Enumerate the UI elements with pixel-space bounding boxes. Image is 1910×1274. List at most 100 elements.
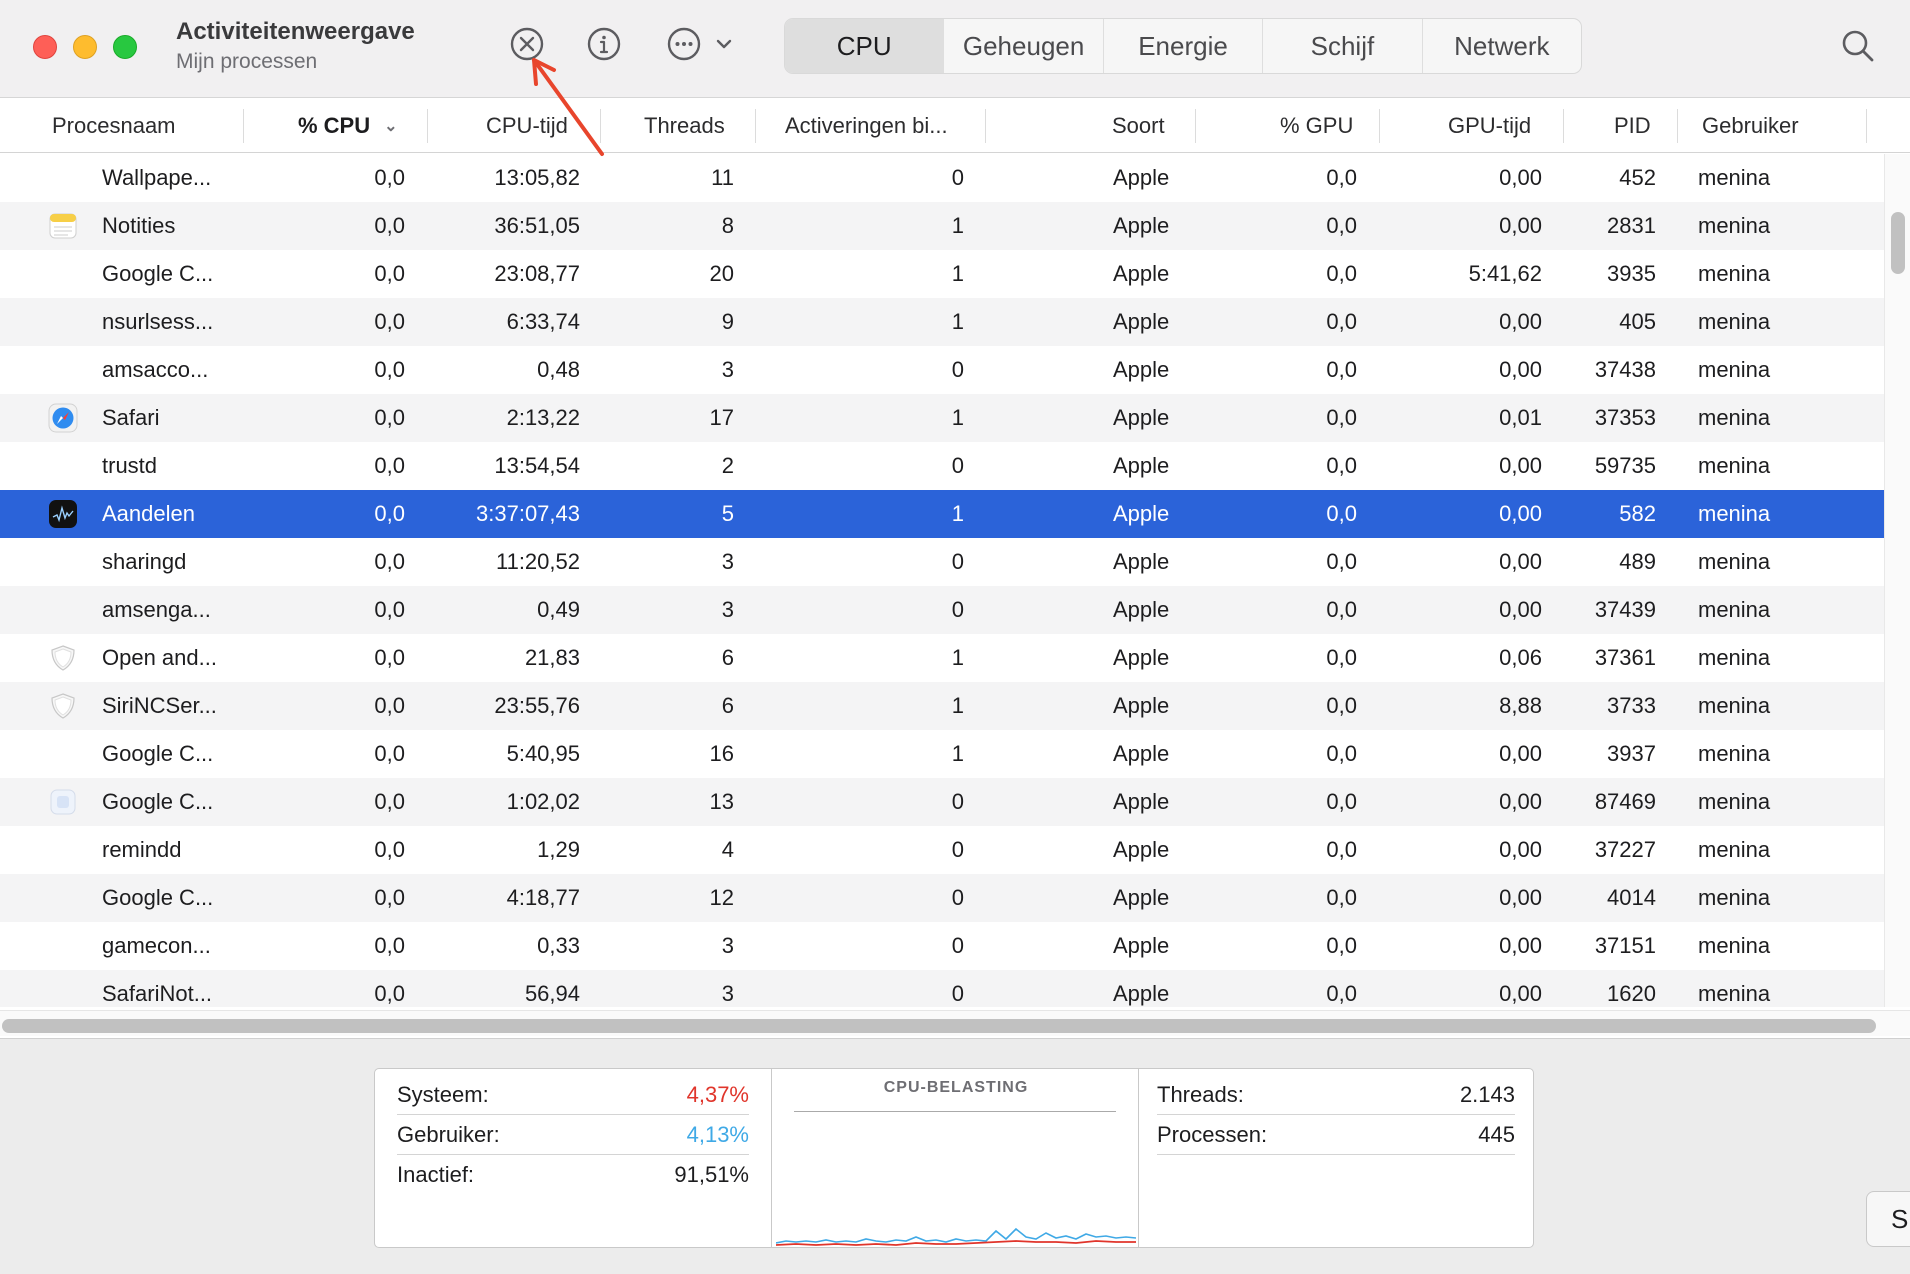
table-row[interactable]: Open and... 0,0 21,83 6 1 Apple 0,0 0,06 37361 me… — [0, 634, 1884, 682]
gpu-percent-cell: 0,0 — [1326, 453, 1357, 478]
process-name-cell: Google C... — [102, 741, 214, 766]
column-divider[interactable] — [1379, 109, 1380, 143]
cpu-time-cell: 36:51,05 — [494, 213, 580, 238]
table-row[interactable]: Google C... 0,0 23:08,77 20 1 Apple 0,0 5:41,62… — [0, 250, 1884, 298]
threads-cell: 13 — [709, 789, 734, 814]
column-header-user[interactable]: Gebruiker — [1702, 113, 1799, 138]
stat-processes: Processen: 445 — [1157, 1115, 1515, 1155]
kind-cell: Apple — [1113, 741, 1170, 766]
pid-cell: 1620 — [1607, 981, 1656, 1006]
pid-cell: 37439 — [1594, 597, 1656, 622]
user-cell: menina — [1698, 549, 1771, 574]
column-header-threads[interactable]: Threads — [644, 113, 725, 138]
cpu-time-cell: 23:08,77 — [494, 261, 580, 286]
user-cell: menina — [1698, 405, 1771, 430]
column-header-wakeups[interactable]: Activeringen bi... — [785, 113, 948, 138]
wakeups-cell: 0 — [951, 981, 964, 1006]
table-row[interactable]: gamecon... 0,0 0,33 3 0 Apple 0,0 0,00 37151 meni… — [0, 922, 1884, 970]
wakeups-cell: 1 — [951, 309, 964, 334]
zoom-window-button[interactable] — [113, 35, 137, 59]
cpu-percent-cell: 0,0 — [374, 405, 405, 430]
column-divider[interactable] — [985, 109, 986, 143]
table-row[interactable]: amsenga... 0,0 0,49 3 0 Apple 0,0 0,00 37439 meni… — [0, 586, 1884, 634]
process-name-cell: nsurlsess... — [102, 309, 214, 334]
column-header-cpu[interactable]: % CPU ⌄ — [298, 99, 398, 153]
tab-geheugen[interactable]: Geheugen — [944, 19, 1104, 73]
column-divider[interactable] — [1195, 109, 1196, 143]
table-row[interactable]: Safari 0,0 2:13,22 17 1 Apple 0,0 0,01 37353 meni… — [0, 394, 1884, 442]
table-row[interactable]: SafariNot... 0,0 56,94 3 0 Apple 0,0 0,00 1620 me… — [0, 970, 1884, 1007]
tab-energie[interactable]: Energie — [1104, 19, 1264, 73]
column-divider[interactable] — [243, 109, 244, 143]
pid-cell: 3937 — [1607, 741, 1656, 766]
process-name-cell: Open and... — [102, 645, 217, 670]
threads-cell: 6 — [721, 693, 734, 718]
more-actions-menu[interactable] — [666, 26, 736, 62]
pid-cell: 37227 — [1594, 837, 1656, 862]
horizontal-scroll-thumb[interactable] — [2, 1019, 1876, 1033]
table-row[interactable]: amsacco... 0,0 0,48 3 0 Apple 0,0 0,00 37438 meni… — [0, 346, 1884, 394]
column-header-cpu-time[interactable]: CPU-tijd — [486, 113, 568, 138]
table-row[interactable]: SiriNCSer... 0,0 23:55,76 6 1 Apple 0,0 8,88 373… — [0, 682, 1884, 730]
safari-icon — [48, 403, 78, 433]
threads-cell: 3 — [721, 981, 734, 1006]
stat-user: Gebruiker: 4,13% — [397, 1115, 749, 1155]
gpu-percent-cell: 0,0 — [1326, 597, 1357, 622]
table-row[interactable]: Notities 0,0 36:51,05 8 1 Apple 0,0 0,00 2831 men… — [0, 202, 1884, 250]
column-divider[interactable] — [1866, 109, 1867, 143]
table-row[interactable]: Google C... 0,0 5:40,95 16 1 Apple 0,0 0,00 3937… — [0, 730, 1884, 778]
column-header-name[interactable]: Procesnaam — [52, 113, 176, 138]
gpu-time-cell: 0,01 — [1499, 405, 1542, 430]
table-row[interactable]: Google C... 0,0 4:18,77 12 0 Apple 0,0 0,00 4014… — [0, 874, 1884, 922]
column-header-pid[interactable]: PID — [1614, 113, 1651, 138]
horizontal-scrollbar[interactable] — [0, 1010, 1910, 1036]
table-header: Procesnaam % CPU ⌄ CPU-tijd Threads Activ… — [0, 99, 1910, 153]
user-cell: menina — [1698, 837, 1771, 862]
table-row[interactable]: Aandelen 0,0 3:37:07,43 5 1 Apple 0,0 0,00 582 me… — [0, 490, 1884, 538]
table-row[interactable]: trustd 0,0 13:54,54 2 0 Apple 0,0 0,00 59735 meni… — [0, 442, 1884, 490]
notes-icon — [48, 211, 78, 241]
column-header-gpu[interactable]: % GPU — [1280, 113, 1354, 138]
table-row[interactable]: sharingd 0,0 11:20,52 3 0 Apple 0,0 0,00 489 meni… — [0, 538, 1884, 586]
ellipsis-circle-icon — [667, 27, 732, 61]
tab-schijf[interactable]: Schijf — [1263, 19, 1423, 73]
column-divider[interactable] — [1677, 109, 1678, 143]
table-row[interactable]: Google C... 0,0 1:02,02 13 0 Apple 0,0 0,00 8746… — [0, 778, 1884, 826]
cpu-time-cell: 56,94 — [524, 981, 580, 1006]
stop-process-button[interactable] — [509, 26, 545, 62]
cpu-percent-cell: 0,0 — [374, 885, 405, 910]
vertical-scrollbar[interactable] — [1884, 154, 1910, 1007]
column-header-kind[interactable]: Soort — [1112, 113, 1165, 138]
column-header-cpu-label: % CPU — [298, 113, 371, 138]
column-divider[interactable] — [755, 109, 756, 143]
pid-cell: 3733 — [1607, 693, 1656, 718]
info-button[interactable] — [586, 26, 622, 62]
info-circle-icon — [587, 27, 621, 61]
kind-cell: Apple — [1113, 789, 1170, 814]
kind-cell: Apple — [1113, 213, 1170, 238]
column-divider[interactable] — [427, 109, 428, 143]
wakeups-cell: 1 — [951, 501, 964, 526]
search-button[interactable] — [1838, 26, 1878, 66]
close-window-button[interactable] — [33, 35, 57, 59]
wakeups-cell: 0 — [951, 357, 964, 382]
process-name-cell: amsenga... — [102, 597, 211, 622]
cpu-time-cell: 23:55,76 — [494, 693, 580, 718]
tab-cpu[interactable]: CPU — [785, 19, 945, 73]
column-divider[interactable] — [600, 109, 601, 143]
pid-cell: 582 — [1619, 501, 1656, 526]
column-divider[interactable] — [1563, 109, 1564, 143]
threads-cell: 9 — [721, 309, 734, 334]
wakeups-cell: 0 — [951, 885, 964, 910]
table-row[interactable]: remindd 0,0 1,29 4 0 Apple 0,0 0,00 37227 menina — [0, 826, 1884, 874]
tab-netwerk[interactable]: Netwerk — [1454, 30, 1550, 61]
vertical-scroll-thumb[interactable] — [1891, 212, 1905, 274]
minimize-window-button[interactable] — [73, 35, 97, 59]
table-row[interactable]: Wallpape... 0,0 13:05,82 11 0 Apple 0,0 0,00 452… — [0, 154, 1884, 202]
kind-cell: Apple — [1113, 405, 1170, 430]
threads-cell: 6 — [721, 645, 734, 670]
table-row[interactable]: nsurlsess... 0,0 6:33,74 9 1 Apple 0,0 0,00 405 m… — [0, 298, 1884, 346]
gpu-time-cell: 0,00 — [1499, 981, 1542, 1006]
overlapping-window-edge[interactable]: S — [1866, 1191, 1910, 1247]
column-header-gpu-time[interactable]: GPU-tijd — [1448, 113, 1532, 138]
